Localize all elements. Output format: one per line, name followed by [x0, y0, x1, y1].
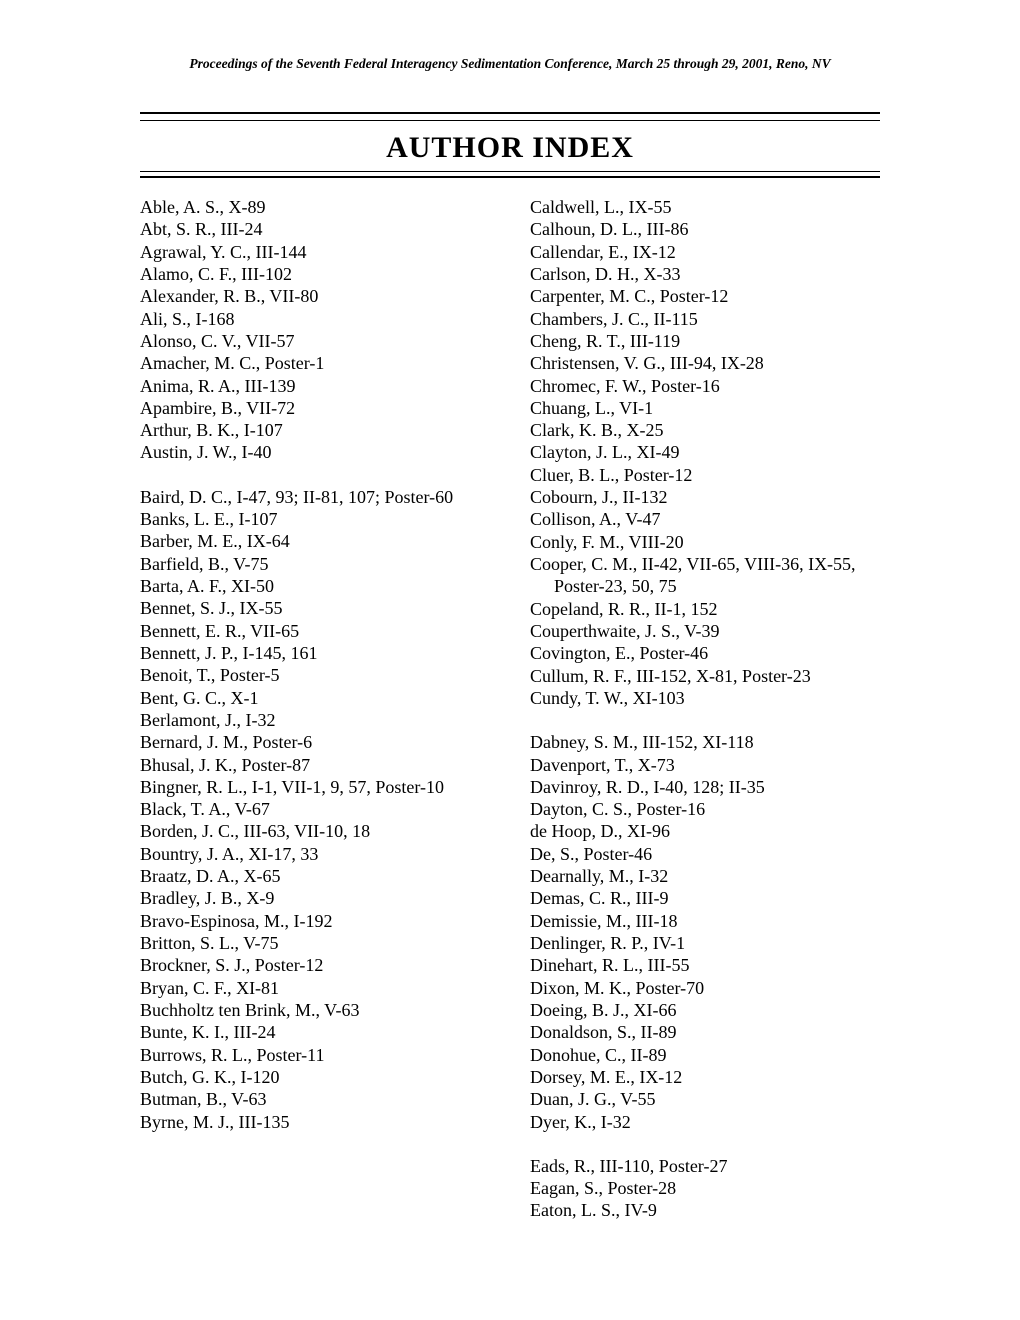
- index-entry: Byrne, M. J., III-135: [140, 1111, 490, 1133]
- index-entry: Caldwell, L., IX-55: [530, 196, 880, 218]
- index-entry: Amacher, M. C., Poster-1: [140, 352, 490, 374]
- index-entry: Austin, J. W., I-40: [140, 441, 490, 463]
- index-entry: Ali, S., I-168: [140, 308, 490, 330]
- index-entry: Carpenter, M. C., Poster-12: [530, 285, 880, 307]
- index-entry: Collison, A., V-47: [530, 508, 880, 530]
- index-entry: Dinehart, R. L., III-55: [530, 954, 880, 976]
- rule-top-thin: [140, 120, 880, 121]
- index-entry: Duan, J. G., V-55: [530, 1088, 880, 1110]
- index-entry: Davenport, T., X-73: [530, 754, 880, 776]
- index-entry: Bingner, R. L., I-1, VII-1, 9, 57, Poste…: [140, 776, 490, 798]
- index-entry: Clark, K. B., X-25: [530, 419, 880, 441]
- index-columns: Able, A. S., X-89Abt, S. R., III-24Agraw…: [140, 196, 880, 1244]
- index-entry: Agrawal, Y. C., III-144: [140, 241, 490, 263]
- index-entry: Able, A. S., X-89: [140, 196, 490, 218]
- index-entry: Bennet, S. J., IX-55: [140, 597, 490, 619]
- index-entry: Black, T. A., V-67: [140, 798, 490, 820]
- index-entry: Demas, C. R., III-9: [530, 887, 880, 909]
- index-letter-group: Caldwell, L., IX-55Calhoun, D. L., III-8…: [530, 196, 880, 709]
- index-entry: Bhusal, J. K., Poster-87: [140, 754, 490, 776]
- index-entry: Barta, A. F., XI-50: [140, 575, 490, 597]
- index-entry: Braatz, D. A., X-65: [140, 865, 490, 887]
- index-entry: Alexander, R. B., VII-80: [140, 285, 490, 307]
- index-entry: Carlson, D. H., X-33: [530, 263, 880, 285]
- index-entry: Cooper, C. M., II-42, VII-65, VIII-36, I…: [530, 553, 880, 598]
- index-entry: Chuang, L., VI-1: [530, 397, 880, 419]
- index-entry: Apambire, B., VII-72: [140, 397, 490, 419]
- index-entry: Buchholtz ten Brink, M., V-63: [140, 999, 490, 1021]
- index-entry: Cullum, R. F., III-152, X-81, Poster-23: [530, 665, 880, 687]
- rule-top-thick: [140, 112, 880, 114]
- index-entry: Cluer, B. L., Poster-12: [530, 464, 880, 486]
- index-entry: Doeing, B. J., XI-66: [530, 999, 880, 1021]
- index-entry: Banks, L. E., I-107: [140, 508, 490, 530]
- index-entry: Callendar, E., IX-12: [530, 241, 880, 263]
- index-entry: Britton, S. L., V-75: [140, 932, 490, 954]
- index-entry: Donohue, C., II-89: [530, 1044, 880, 1066]
- index-entry: Brockner, S. J., Poster-12: [140, 954, 490, 976]
- index-letter-group: Baird, D. C., I-47, 93; II-81, 107; Post…: [140, 486, 490, 1133]
- index-entry: Dorsey, M. E., IX-12: [530, 1066, 880, 1088]
- index-column-right: Caldwell, L., IX-55Calhoun, D. L., III-8…: [530, 196, 880, 1244]
- index-letter-group: Eads, R., III-110, Poster-27Eagan, S., P…: [530, 1155, 880, 1222]
- index-entry: de Hoop, D., XI-96: [530, 820, 880, 842]
- index-entry: Bryan, C. F., XI-81: [140, 977, 490, 999]
- index-entry: Copeland, R. R., II-1, 152: [530, 598, 880, 620]
- index-column-left: Able, A. S., X-89Abt, S. R., III-24Agraw…: [140, 196, 490, 1244]
- index-entry: Barfield, B., V-75: [140, 553, 490, 575]
- index-letter-group: Able, A. S., X-89Abt, S. R., III-24Agraw…: [140, 196, 490, 464]
- index-entry: Conly, F. M., VIII-20: [530, 531, 880, 553]
- index-entry: Bennett, E. R., VII-65: [140, 620, 490, 642]
- index-entry: Bravo-Espinosa, M., I-192: [140, 910, 490, 932]
- index-entry: De, S., Poster-46: [530, 843, 880, 865]
- index-entry: Butman, B., V-63: [140, 1088, 490, 1110]
- index-entry: Bountry, J. A., XI-17, 33: [140, 843, 490, 865]
- index-entry: Alonso, C. V., VII-57: [140, 330, 490, 352]
- index-entry: Dabney, S. M., III-152, XI-118: [530, 731, 880, 753]
- index-entry: Berlamont, J., I-32: [140, 709, 490, 731]
- index-entry: Eads, R., III-110, Poster-27: [530, 1155, 880, 1177]
- index-entry: Eaton, L. S., IV-9: [530, 1199, 880, 1221]
- index-entry: Denlinger, R. P., IV-1: [530, 932, 880, 954]
- index-entry: Covington, E., Poster-46: [530, 642, 880, 664]
- index-entry: Baird, D. C., I-47, 93; II-81, 107; Post…: [140, 486, 490, 508]
- index-entry: Christensen, V. G., III-94, IX-28: [530, 352, 880, 374]
- index-entry: Clayton, J. L., XI-49: [530, 441, 880, 463]
- index-entry: Cobourn, J., II-132: [530, 486, 880, 508]
- index-entry: Bradley, J. B., X-9: [140, 887, 490, 909]
- index-entry: Alamo, C. F., III-102: [140, 263, 490, 285]
- index-entry: Dixon, M. K., Poster-70: [530, 977, 880, 999]
- index-entry: Barber, M. E., IX-64: [140, 530, 490, 552]
- index-entry: Benoit, T., Poster-5: [140, 664, 490, 686]
- index-entry: Dayton, C. S., Poster-16: [530, 798, 880, 820]
- index-entry: Burrows, R. L., Poster-11: [140, 1044, 490, 1066]
- index-entry: Chambers, J. C., II-115: [530, 308, 880, 330]
- index-entry: Bunte, K. I., III-24: [140, 1021, 490, 1043]
- index-entry: Couperthwaite, J. S., V-39: [530, 620, 880, 642]
- index-entry: Donaldson, S., II-89: [530, 1021, 880, 1043]
- rule-bottom-thin: [140, 171, 880, 172]
- index-entry: Cundy, T. W., XI-103: [530, 687, 880, 709]
- index-entry: Butch, G. K., I-120: [140, 1066, 490, 1088]
- index-entry: Calhoun, D. L., III-86: [530, 218, 880, 240]
- index-entry: Bernard, J. M., Poster-6: [140, 731, 490, 753]
- index-entry: Abt, S. R., III-24: [140, 218, 490, 240]
- index-entry: Dearnally, M., I-32: [530, 865, 880, 887]
- index-entry: Borden, J. C., III-63, VII-10, 18: [140, 820, 490, 842]
- index-entry: Arthur, B. K., I-107: [140, 419, 490, 441]
- index-entry: Demissie, M., III-18: [530, 910, 880, 932]
- index-entry: Bent, G. C., X-1: [140, 687, 490, 709]
- rule-bottom-thick: [140, 176, 880, 178]
- index-entry: Anima, R. A., III-139: [140, 375, 490, 397]
- page-title: AUTHOR INDEX: [140, 131, 880, 165]
- index-entry: Dyer, K., I-32: [530, 1111, 880, 1133]
- index-entry: Davinroy, R. D., I-40, 128; II-35: [530, 776, 880, 798]
- running-head: Proceedings of the Seventh Federal Inter…: [140, 56, 880, 72]
- index-entry: Chromec, F. W., Poster-16: [530, 375, 880, 397]
- index-letter-group: Dabney, S. M., III-152, XI-118Davenport,…: [530, 731, 880, 1133]
- index-entry: Cheng, R. T., III-119: [530, 330, 880, 352]
- index-entry: Eagan, S., Poster-28: [530, 1177, 880, 1199]
- index-entry: Bennett, J. P., I-145, 161: [140, 642, 490, 664]
